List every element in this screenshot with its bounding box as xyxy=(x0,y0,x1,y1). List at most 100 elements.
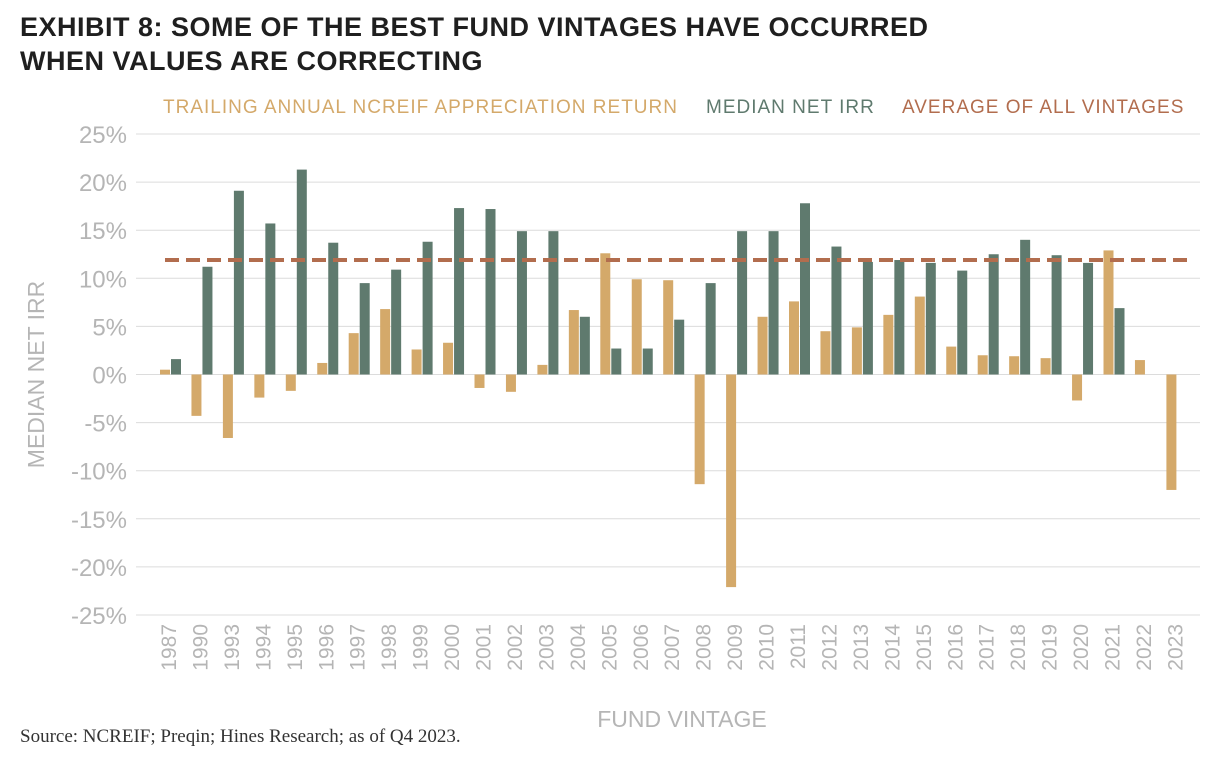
x-tick-label: 2019 xyxy=(1039,624,1062,671)
bar-appreciation-2003 xyxy=(537,364,548,375)
source-note: Source: NCREIF; Preqin; Hines Research; … xyxy=(20,726,461,747)
y-tick-label: 15% xyxy=(79,218,127,245)
bar-median-irr-2002 xyxy=(516,231,527,375)
x-tick-label: 2007 xyxy=(661,624,684,671)
x-tick-label: 1998 xyxy=(378,624,401,671)
bar-median-irr-2005 xyxy=(611,348,622,375)
y-tick-label: -5% xyxy=(84,411,127,438)
bar-median-irr-1996 xyxy=(328,242,339,375)
chart-title: EXHIBIT 8: SOME OF THE BEST FUND VINTAGE… xyxy=(20,10,929,78)
x-tick-label: 1995 xyxy=(284,624,307,671)
chart-title-line1: EXHIBIT 8: SOME OF THE BEST FUND VINTAGE… xyxy=(20,12,929,42)
bar-median-irr-2007 xyxy=(674,319,685,375)
bar-appreciation-2023 xyxy=(1166,374,1177,490)
bar-median-irr-2000 xyxy=(454,208,465,375)
bar-median-irr-2021 xyxy=(1114,308,1125,375)
y-tick-label: -15% xyxy=(71,507,127,534)
x-tick-label: 2017 xyxy=(976,624,999,671)
x-tick-label: 2005 xyxy=(598,624,621,671)
bar-median-irr-1990 xyxy=(202,266,213,375)
bar-median-irr-1999 xyxy=(422,241,433,375)
bar-appreciation-1997 xyxy=(348,333,359,375)
bar-median-irr-1998 xyxy=(391,269,402,375)
bar-appreciation-2018 xyxy=(1009,356,1020,375)
y-axis-tick-labels: 25% 20% 15% 10% 5% 0% -5% -10% -15% -20% -25% xyxy=(71,122,127,630)
x-tick-label: 1996 xyxy=(315,624,338,671)
x-tick-label: 1999 xyxy=(410,624,433,671)
bar-median-irr-2017 xyxy=(988,254,999,375)
y-tick-label: -10% xyxy=(71,459,127,486)
bar-appreciation-2005 xyxy=(600,253,611,375)
x-tick-label: 2000 xyxy=(441,624,464,671)
x-tick-label: 1987 xyxy=(158,624,181,671)
y-tick-label: 25% xyxy=(79,122,127,149)
x-tick-label: 2006 xyxy=(630,624,653,671)
bar-appreciation-2017 xyxy=(977,355,988,375)
bar-median-irr-2020 xyxy=(1083,262,1094,375)
legend: TRAILING ANNUAL NCREIF APPRECIATION RETU… xyxy=(163,97,1184,118)
bar-median-irr-1994 xyxy=(265,223,276,375)
bar-appreciation-1993 xyxy=(222,374,233,438)
x-tick-label: 2020 xyxy=(1070,624,1093,671)
x-tick-label: 2001 xyxy=(473,624,496,671)
bar-median-irr-2003 xyxy=(548,231,559,375)
bar-median-irr-2015 xyxy=(925,262,936,375)
bar-median-irr-1997 xyxy=(359,283,370,375)
bar-median-irr-2019 xyxy=(1051,255,1062,375)
bar-appreciation-2021 xyxy=(1103,250,1114,375)
bar-appreciation-2014 xyxy=(883,314,894,375)
bar-appreciation-2002 xyxy=(505,374,516,392)
x-tick-label: 1993 xyxy=(221,624,244,671)
bar-median-irr-2011 xyxy=(800,203,810,375)
bar-median-irr-2018 xyxy=(1020,239,1031,375)
bar-appreciation-1999 xyxy=(411,349,422,375)
y-tick-label: -20% xyxy=(71,555,127,582)
x-tick-label: 2002 xyxy=(504,624,527,671)
chart-title-line2: WHEN VALUES ARE CORRECTING xyxy=(20,46,484,76)
bar-appreciation-2012 xyxy=(820,331,831,375)
x-tick-label: 2014 xyxy=(881,624,904,671)
bar-median-irr-1995 xyxy=(296,169,307,375)
x-tick-label: 2018 xyxy=(1007,624,1030,671)
legend-median-irr: MEDIAN NET IRR xyxy=(706,97,875,118)
bar-appreciation-1996 xyxy=(317,362,328,375)
x-axis-tick-labels: 1987 1990 1993 1994 1995 1996 1997 1998 1999 2000… xyxy=(158,624,1187,671)
x-tick-label: 2004 xyxy=(567,624,590,671)
y-tick-label: 5% xyxy=(92,314,127,341)
bar-appreciation-2000 xyxy=(443,342,454,375)
bar-median-irr-2006 xyxy=(642,348,653,375)
bar-appreciation-2020 xyxy=(1072,374,1083,401)
x-tick-label: 2009 xyxy=(724,624,747,671)
bar-appreciation-1998 xyxy=(380,309,391,375)
bar-appreciation-2007 xyxy=(663,280,674,375)
x-tick-label: 2012 xyxy=(818,624,841,671)
bar-appreciation-2015 xyxy=(914,296,925,375)
bar-median-irr-1993 xyxy=(233,190,244,375)
bar-median-irr-2010 xyxy=(768,231,779,375)
bar-median-irr-2008 xyxy=(705,283,716,375)
y-tick-label: 20% xyxy=(79,170,127,197)
bar-appreciation-2016 xyxy=(946,346,957,375)
legend-average: AVERAGE OF ALL VINTAGES xyxy=(902,97,1184,118)
x-tick-label: 2013 xyxy=(850,624,873,671)
bar-appreciation-1994 xyxy=(254,374,265,398)
bar-appreciation-2013 xyxy=(851,327,862,375)
x-tick-label: 2008 xyxy=(693,624,716,671)
bar-appreciation-2004 xyxy=(568,310,579,375)
y-tick-label: 0% xyxy=(92,363,127,390)
y-tick-label: -25% xyxy=(71,603,127,630)
x-tick-label: 2022 xyxy=(1133,624,1156,671)
x-tick-label: 2003 xyxy=(535,624,558,671)
x-tick-label: 1990 xyxy=(189,624,212,671)
legend-appreciation: TRAILING ANNUAL NCREIF APPRECIATION RETU… xyxy=(163,97,678,118)
bar-median-irr-2009 xyxy=(737,231,748,375)
x-tick-label: 1997 xyxy=(347,624,370,671)
x-axis-label: FUND VINTAGE xyxy=(597,706,767,732)
x-tick-label: 2021 xyxy=(1102,624,1125,671)
bar-median-irr-2016 xyxy=(957,270,968,375)
bar-appreciation-2019 xyxy=(1040,358,1051,375)
bar-median-irr-2012 xyxy=(831,246,842,375)
bar-appreciation-2011 xyxy=(789,301,799,375)
bar-appreciation-1990 xyxy=(191,374,202,416)
bar-appreciation-1995 xyxy=(285,374,296,391)
